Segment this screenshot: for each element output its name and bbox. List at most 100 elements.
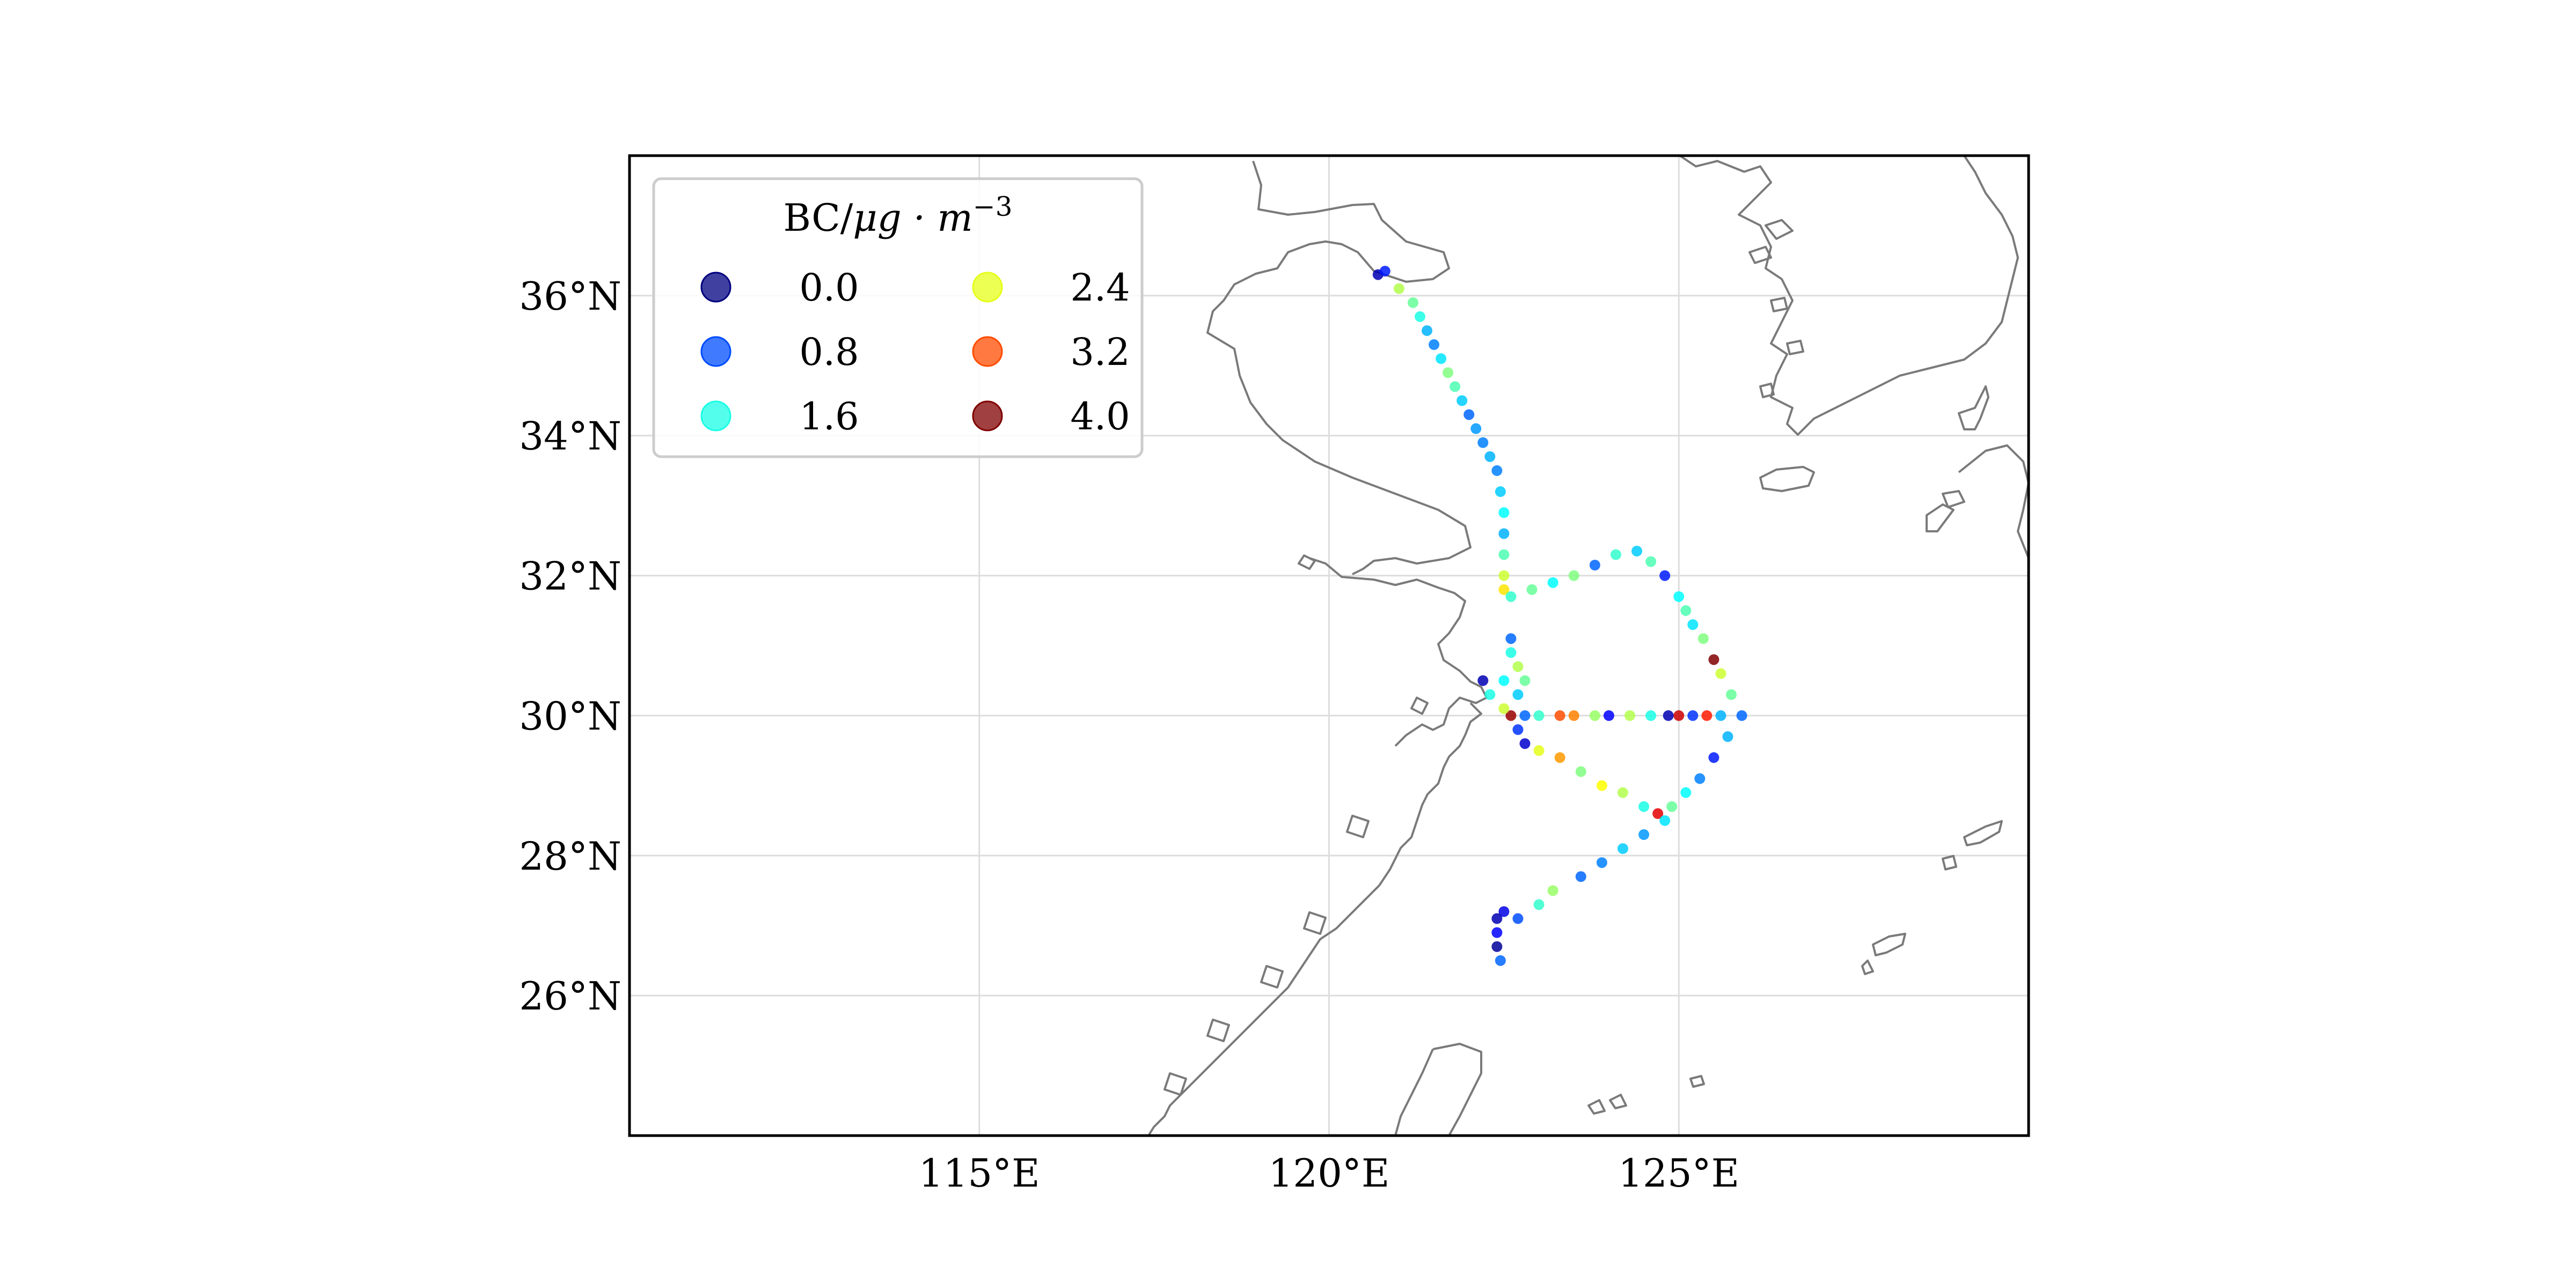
y-tick-labels: 26°N 28°N 30°N 32°N 34°N 36°N: [519, 274, 621, 1019]
bc-data-point: [1694, 773, 1706, 784]
bc-data-point: [1491, 465, 1503, 476]
bc-data-point: [1715, 668, 1726, 679]
bc-data-point: [1617, 843, 1628, 854]
bc-data-point: [1495, 955, 1506, 966]
bc-data-point: [1610, 549, 1621, 560]
bc-data-point: [1498, 507, 1510, 518]
bc-data-point: [1533, 899, 1545, 910]
legend-title: BC/μg · m−3: [783, 191, 1012, 240]
bc-data-point: [1498, 549, 1510, 560]
bc-data-point: [1450, 381, 1461, 392]
coastline-bays: [1163, 554, 1429, 1096]
bc-data-point: [1547, 885, 1558, 896]
legend-label: 0.8: [799, 330, 859, 374]
y-tick-label: 36°N: [519, 274, 621, 319]
bc-data-point: [1638, 829, 1650, 840]
y-tick-label: 26°N: [519, 974, 621, 1019]
bc-data-point: [1533, 710, 1545, 721]
bc-data-point: [1680, 787, 1692, 798]
bc-data-point: [1652, 808, 1664, 819]
legend-entries: 0.0 0.8 1.6 2.4 3.2 4.0: [700, 266, 1130, 438]
bc-data-point: [1512, 724, 1524, 735]
bc-data-point: [1680, 605, 1692, 616]
bc-data-point: [1457, 395, 1468, 406]
bc-data-point: [1554, 710, 1565, 721]
bc-data-point: [1436, 353, 1447, 364]
bc-data-point: [1491, 913, 1503, 924]
bc-data-point: [1596, 857, 1607, 868]
coastline-taiwan: [1394, 1043, 1482, 1136]
bc-data-point: [1603, 710, 1614, 721]
legend-marker: [700, 400, 731, 431]
bc-data-point: [1519, 675, 1531, 686]
bc-data-point: [1414, 311, 1425, 322]
bc-data-point: [1617, 787, 1628, 798]
x-tick-label: 120°E: [1269, 1151, 1390, 1196]
coastline-korea-islands: [1748, 219, 1804, 398]
legend-marker: [972, 272, 1003, 303]
bc-data-point: [1484, 689, 1496, 700]
legend-label: 0.0: [799, 266, 859, 310]
bc-data-point: [1393, 283, 1404, 294]
bc-scatter-points: [1372, 266, 1747, 966]
legend-label: 3.2: [1070, 330, 1130, 374]
legend: BC/μg · m−3 0.0 0.8 1.6 2.4 3.2 4.0: [652, 177, 1144, 458]
bc-data-point: [1512, 913, 1524, 924]
bc-data-point: [1470, 423, 1482, 434]
bc-data-point: [1736, 710, 1747, 721]
bc-data-point: [1547, 577, 1558, 588]
x-tick-labels: 115°E 120°E 125°E: [919, 1151, 1739, 1196]
bc-data-point: [1687, 710, 1699, 721]
legend-marker: [972, 336, 1003, 367]
bc-data-point: [1429, 339, 1440, 350]
bc-data-point: [1512, 661, 1524, 672]
bc-data-point: [1624, 710, 1636, 721]
bc-data-point: [1526, 584, 1538, 595]
bc-data-point: [1663, 710, 1674, 721]
bc-data-point: [1491, 941, 1503, 952]
coastline-zhejiang-fujian: [1147, 702, 1482, 1136]
bc-data-point: [1596, 780, 1607, 791]
legend-label: 1.6: [799, 394, 859, 438]
bc-data-point: [1498, 584, 1510, 595]
y-tick-label: 34°N: [519, 414, 621, 459]
coastline-korea: [1679, 156, 2019, 436]
bc-data-point: [1659, 570, 1671, 581]
coastline-yangtze-delta: [1309, 557, 1488, 747]
bc-data-point: [1519, 710, 1531, 721]
legend-marker: [972, 400, 1003, 431]
bc-data-point: [1589, 710, 1600, 721]
coastline-china-north: [1206, 160, 1472, 575]
bc-data-point: [1638, 801, 1650, 812]
bc-data-point: [1673, 710, 1685, 721]
bc-data-point: [1505, 633, 1517, 644]
bc-data-point: [1498, 906, 1510, 917]
bc-data-point: [1498, 703, 1510, 714]
bc-data-point: [1505, 710, 1517, 721]
y-tick-label: 30°N: [519, 693, 621, 738]
bc-data-point: [1568, 710, 1579, 721]
bc-data-point: [1687, 619, 1699, 630]
bc-data-point: [1421, 325, 1432, 336]
coastline-japan-kyushu: [1926, 385, 2029, 559]
y-tick-label: 28°N: [519, 833, 621, 879]
bc-data-point: [1697, 633, 1709, 644]
coastline-jeju: [1759, 466, 1815, 492]
legend-label: 4.0: [1070, 394, 1130, 438]
bc-data-point: [1512, 689, 1524, 700]
coastline-ryukyu-islands: [1587, 820, 2003, 1115]
legend-marker: [700, 272, 731, 303]
x-tick-label: 115°E: [919, 1151, 1040, 1196]
bc-data-point: [1484, 451, 1496, 462]
x-tick-label: 125°E: [1618, 1151, 1739, 1196]
plot-frame: [628, 154, 2030, 1137]
bc-data-point: [1463, 409, 1475, 420]
bc-data-point: [1477, 675, 1489, 686]
bc-data-point: [1575, 766, 1586, 777]
bc-data-point: [1722, 731, 1733, 742]
coastlines: [1147, 156, 2029, 1136]
bc-data-point: [1645, 710, 1657, 721]
map-gridlines: [630, 156, 2029, 1136]
